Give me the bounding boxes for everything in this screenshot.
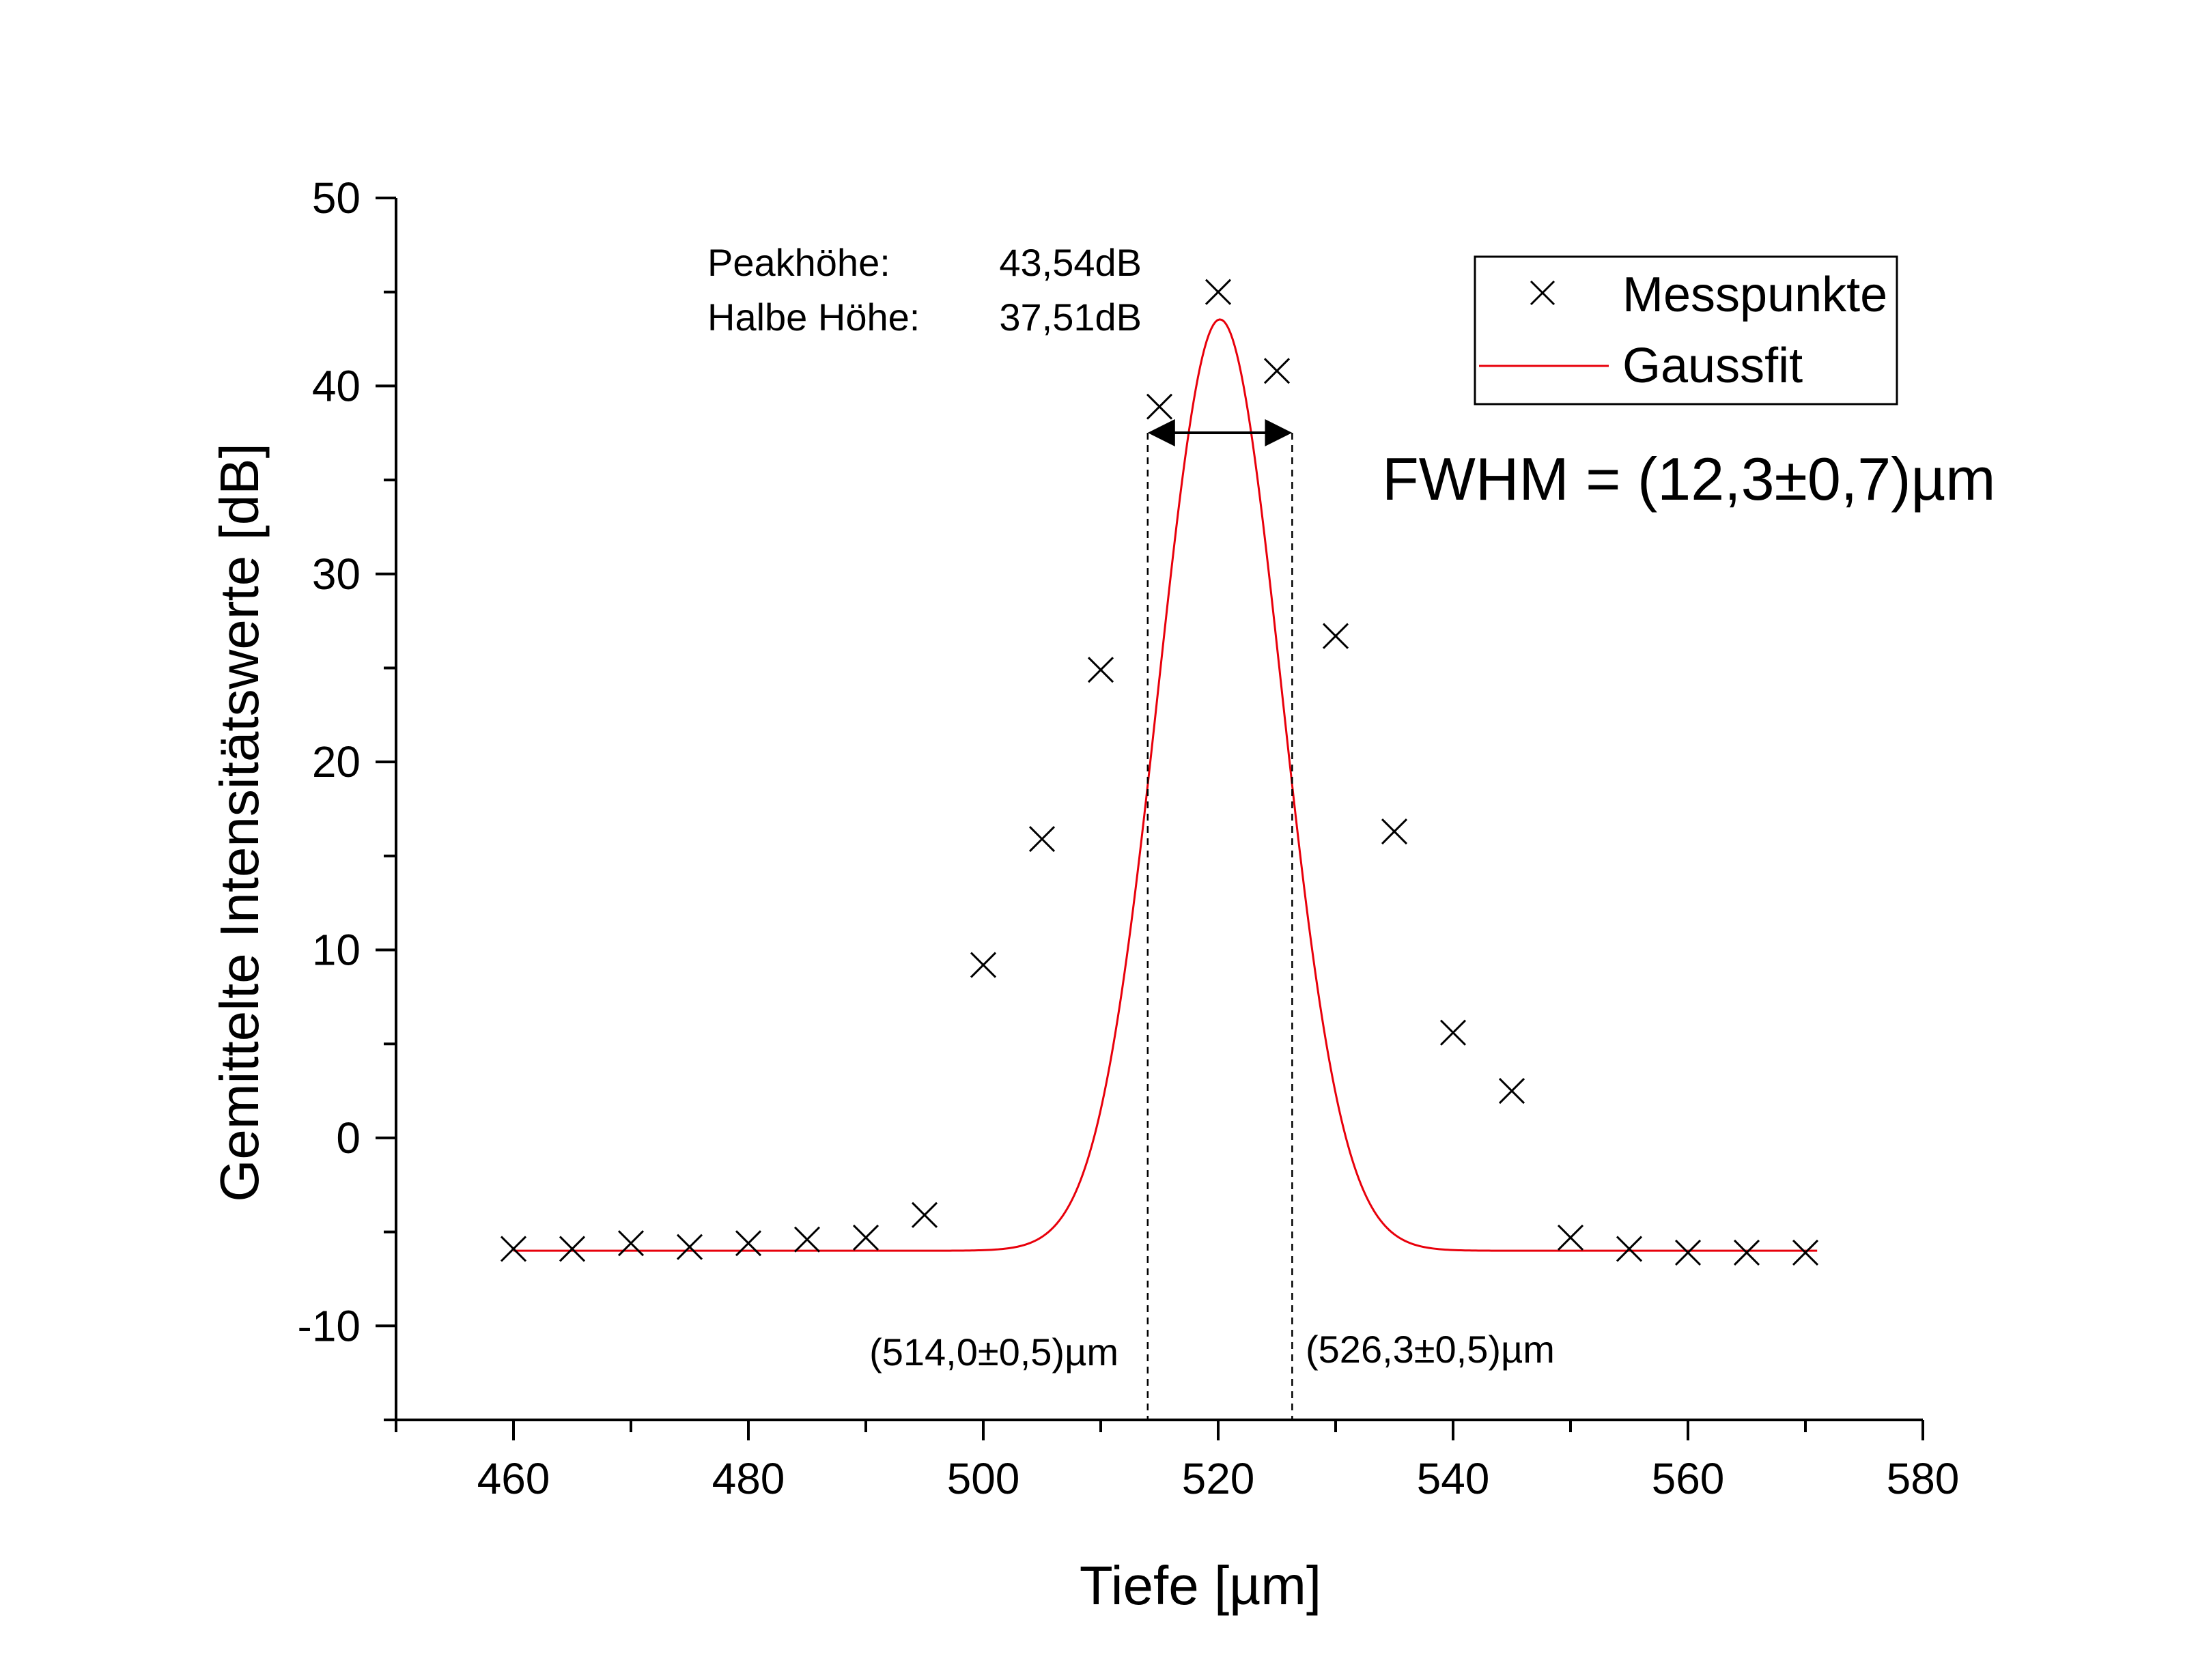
- data-point-marker: [1616, 1236, 1643, 1262]
- gaussfit-line: [513, 318, 1818, 1252]
- x-tick-label: 580: [1887, 1454, 1960, 1503]
- legend-messpunkte-marker: [1530, 280, 1556, 306]
- data-point-marker: [500, 1236, 527, 1262]
- fwhm-result-text: FWHM = (12,3±0,7)µm: [1382, 445, 1995, 513]
- data-point-marker: [1674, 1239, 1702, 1266]
- peak-height-value: 43,54dB: [999, 241, 1142, 284]
- x-tick-label: 560: [1652, 1454, 1725, 1503]
- data-point-marker: [793, 1226, 821, 1253]
- x-axis-title: Tiefe [µm]: [1080, 1555, 1321, 1616]
- right-marker-label: (526,3±0,5)µm: [1306, 1328, 1555, 1371]
- data-point-marker: [1557, 1224, 1584, 1251]
- data-point-marker: [1439, 1019, 1467, 1046]
- x-tick-label: 480: [712, 1454, 785, 1503]
- y-tick-label: 20: [312, 737, 361, 786]
- data-point-marker: [1733, 1239, 1760, 1266]
- y-axis-title: Gemittelte Intensitätswerte [dB]: [209, 443, 270, 1202]
- y-tick-label: 30: [312, 550, 361, 599]
- legend-label-messpunkte: Messpunkte: [1622, 268, 1887, 322]
- data-point-marker: [676, 1234, 703, 1260]
- data-point-marker: [1146, 393, 1173, 420]
- data-point-marker: [1028, 826, 1056, 853]
- y-tick-label: 50: [312, 173, 361, 223]
- data-point-marker: [1498, 1078, 1525, 1105]
- data-point-marker: [1792, 1239, 1819, 1266]
- legend: Messpunkte Gaussfit: [1474, 255, 1898, 405]
- data-point-marker: [911, 1201, 938, 1228]
- data-point-marker: [1205, 279, 1232, 305]
- data-point-marker: [852, 1224, 879, 1251]
- data-point-marker: [1322, 623, 1349, 649]
- scatter-points-group: [500, 279, 1819, 1266]
- x-tick-label: 520: [1182, 1454, 1255, 1503]
- data-point-marker: [735, 1230, 762, 1257]
- fit-curve-group: [513, 318, 1818, 1252]
- legend-label-gaussfit: Gaussfit: [1622, 339, 1803, 393]
- data-point-marker: [1263, 358, 1291, 384]
- data-point-marker: [1381, 818, 1408, 845]
- y-tick-label: 10: [312, 926, 361, 975]
- peak-height-label: Peakhöhe:: [707, 241, 890, 284]
- x-tick-label: 500: [947, 1454, 1020, 1503]
- data-point-marker: [617, 1230, 645, 1257]
- y-tick-label: 0: [336, 1113, 361, 1163]
- y-tick-label: -10: [298, 1301, 361, 1350]
- annotations-group: Peakhöhe: 43,54dB Halbe Höhe: 37,51dB FW…: [707, 241, 1995, 1420]
- half-height-label: Halbe Höhe:: [707, 296, 920, 339]
- data-point-marker: [970, 952, 997, 978]
- half-height-value: 37,51dB: [999, 296, 1142, 339]
- y-tick-label: 40: [312, 361, 361, 410]
- axes: 460 480 500 520 540 560 580 -10 0 10 20 30 40 50 Tiefe…: [209, 173, 1959, 1616]
- left-marker-label: (514,0±0,5)µm: [869, 1330, 1118, 1373]
- x-tick-label: 460: [477, 1454, 550, 1503]
- data-point-marker: [1087, 657, 1114, 683]
- x-tick-label: 540: [1417, 1454, 1490, 1503]
- data-point-marker: [559, 1236, 586, 1262]
- legend-box: [1474, 255, 1898, 405]
